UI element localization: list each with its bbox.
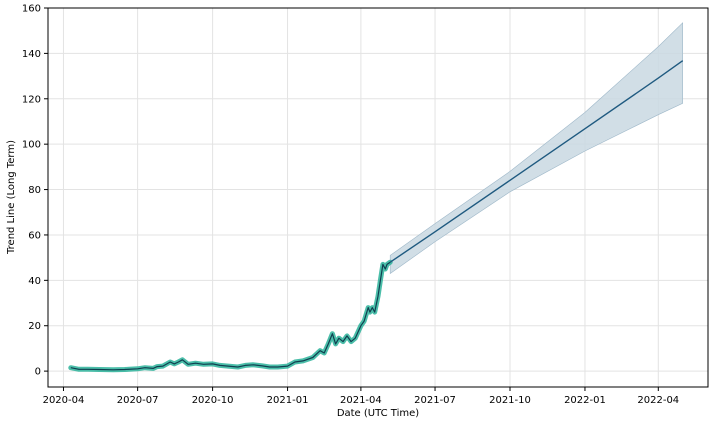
uncertainty-band	[389, 22, 683, 275]
y-tick-label: 40	[28, 276, 41, 287]
y-tick-label: 20	[28, 321, 41, 332]
y-axis-label: Trend Line (Long Term)	[6, 140, 17, 255]
forecast-line	[389, 60, 684, 263]
x-axis: 2020-04 2020-07 2020-10 2021-01 2021-04 2021-…	[43, 387, 679, 406]
forecast-band	[389, 22, 683, 275]
y-tick-label: 0	[35, 367, 41, 378]
y-tick-label: 120	[22, 94, 41, 105]
x-tick-label: 2021-04	[340, 395, 382, 406]
x-tick-label: 2020-10	[192, 395, 234, 406]
x-axis-label: Date (UTC Time)	[337, 408, 419, 419]
y-tick-label: 160	[22, 4, 41, 15]
plot-frame	[47, 7, 709, 388]
x-tick-label: 2022-01	[564, 395, 606, 406]
x-tick-label: 2021-07	[414, 395, 456, 406]
y-tick-label: 80	[28, 185, 41, 196]
y-tick-label: 60	[28, 230, 41, 241]
grid	[48, 7, 708, 387]
y-tick-label: 100	[22, 140, 41, 151]
y-axis: 0 20 40 60 80 100 120 140 160	[22, 4, 48, 378]
x-tick-label: 2022-04	[637, 395, 679, 406]
actual-line	[70, 261, 391, 371]
x-tick-label: 2020-04	[43, 395, 85, 406]
x-tick-label: 2020-07	[117, 395, 159, 406]
y-tick-label: 140	[22, 49, 41, 60]
x-tick-label: 2021-01	[267, 395, 309, 406]
x-tick-label: 2021-10	[489, 395, 531, 406]
series-lines	[68, 60, 684, 373]
actual-band-line	[68, 259, 393, 373]
